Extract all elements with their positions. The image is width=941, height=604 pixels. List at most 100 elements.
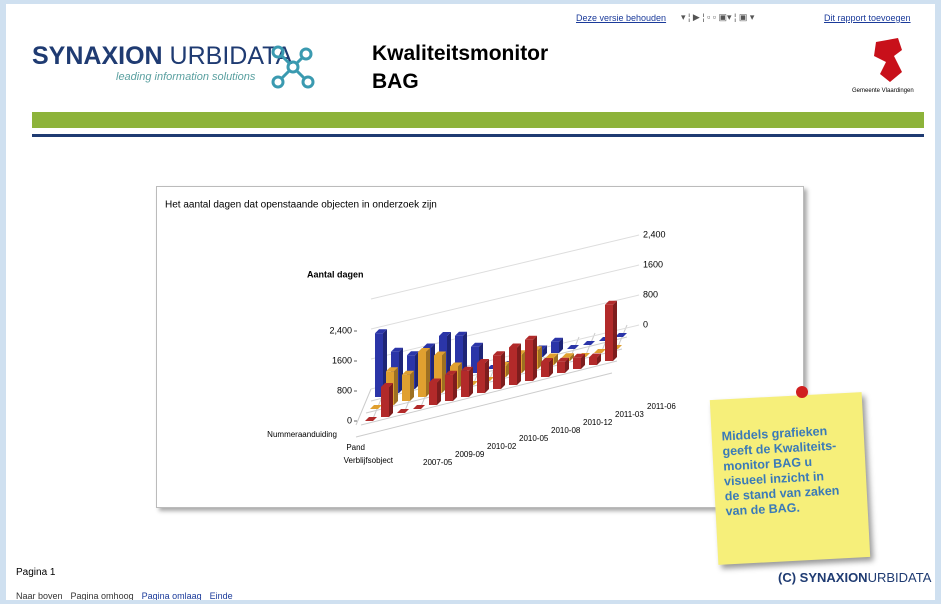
municipality: Gemeente Vlaardingen (852, 88, 914, 94)
bar (605, 301, 617, 361)
y2-tick-label: 1600 (643, 259, 663, 269)
bar-front (509, 348, 517, 386)
bar-side (485, 359, 489, 393)
bar-top (594, 349, 606, 353)
x-tick-label: 2011-03 (615, 410, 644, 419)
y-axis-title: Aantal dagen (307, 269, 364, 279)
y2-tick-label: 800 (643, 289, 658, 299)
bar-front (381, 387, 389, 417)
series-label: Nummeraanduiding (267, 430, 337, 439)
bar-front (493, 355, 501, 389)
nav-bar: Naar boven Pagina omhoog Pagina omlaag Eind… (16, 586, 241, 600)
chart: Het aantal dagen dat openstaande objecte… (157, 187, 803, 507)
bar-front (429, 383, 437, 406)
bar-side (410, 371, 414, 401)
bar (397, 409, 409, 413)
bar-front (605, 305, 613, 361)
bar (509, 344, 521, 386)
y-tick-label: 0 (347, 415, 352, 425)
y-tick-label: 2,400 (329, 325, 352, 335)
blue-line (32, 134, 924, 137)
pin (796, 386, 808, 398)
bar (594, 349, 606, 353)
x-tick-label: 2010-08 (551, 426, 581, 435)
x-tick-label: 2011-06 (647, 402, 676, 411)
bar-top (583, 341, 595, 345)
report-title: KwaliteitsmonitorBAG (372, 40, 548, 96)
bar (589, 354, 601, 366)
logo-name: SYNAXION (32, 42, 163, 70)
bar-front (418, 352, 426, 397)
add-report[interactable]: Dit rapport toevoegen (824, 13, 911, 23)
bar (525, 336, 537, 381)
bar-front (589, 358, 597, 366)
bar-front (525, 340, 533, 381)
footer-logo-name: SYNAXION (800, 570, 868, 585)
bar-front (541, 362, 549, 377)
nav-link[interactable]: Pagina omhoog (71, 591, 134, 600)
title-line: BAG (372, 68, 548, 96)
y2-tick-label: 2,400 (643, 229, 666, 239)
bar (493, 351, 505, 389)
bar (381, 383, 393, 417)
bar-side (453, 371, 457, 401)
bar (551, 338, 563, 353)
bar-side (469, 367, 473, 397)
bar (365, 417, 377, 421)
bar-front (573, 358, 581, 369)
page-number: Pagina 1 (16, 567, 55, 578)
bar-side (613, 301, 617, 361)
grid-line (371, 235, 639, 299)
toolbar-icons: ▾ ¦ ▶ ¦ ▫ ▫ ▣▾ ¦ ▣ ▾ (681, 12, 754, 23)
bar-top (413, 405, 425, 409)
y-tick-label: 1600 (332, 355, 352, 365)
bar (477, 359, 489, 393)
bar-front (445, 375, 453, 401)
x-tick-label: 2010-02 (487, 442, 517, 451)
bar-top (370, 405, 382, 409)
bar (541, 358, 553, 377)
bar (370, 405, 382, 409)
report: Deze versie behouden ▾ ¦ ▶ ¦ ▫ ▫ ▣▾ ¦ ▣ … (6, 4, 935, 600)
grid-line (371, 265, 639, 329)
series-label: Pand (346, 443, 365, 452)
bar-side (394, 367, 398, 405)
bar (429, 379, 441, 406)
bar (402, 371, 414, 401)
logo-tagline: leading information solutions (116, 71, 255, 83)
footer-logo-name2: URBIDATA (868, 570, 932, 585)
sticky-note: Middels grafiekengeeft de Kwaliteits-mon… (710, 392, 870, 565)
y2-tick-label: 0 (643, 319, 648, 329)
x-tick-label: 2009-09 (455, 450, 485, 459)
footer-logo: (C) SYNAXIONURBIDATA (778, 570, 931, 585)
bar-front (477, 363, 485, 393)
page-root: Deze versie behouden ▾ ¦ ▶ ¦ ▫ ▫ ▣▾ ¦ ▣ … (0, 0, 941, 604)
title-line: Kwaliteitsmonitor (372, 40, 548, 68)
crest (868, 36, 908, 86)
bar-front (402, 375, 410, 401)
copyright: (C) (778, 570, 796, 585)
bar (557, 358, 569, 373)
bar-top (397, 409, 409, 413)
nav-link[interactable]: Pagina omlaag (142, 591, 202, 600)
nav-link[interactable]: Einde (210, 591, 233, 600)
bar (583, 341, 595, 345)
bar (413, 405, 425, 409)
bar-side (533, 336, 537, 381)
logo: SYNAXION URBIDATA (32, 42, 292, 71)
bar-side (517, 344, 521, 386)
y-tick-label: 800 (337, 385, 352, 395)
bar (461, 367, 473, 397)
bar-front (551, 342, 559, 353)
nav-link[interactable]: Naar boven (16, 591, 63, 600)
bar (573, 354, 585, 369)
x-tick-label: 2007-05 (423, 458, 453, 467)
bar (567, 345, 579, 349)
bar-top (365, 417, 377, 421)
series-label: Verblijfsobject (344, 456, 394, 465)
x-tick-label: 2010-12 (583, 418, 613, 427)
green-bar (32, 112, 924, 128)
bar-side (389, 383, 393, 417)
keep-version[interactable]: Deze versie behouden (576, 13, 666, 23)
bar-side (501, 351, 505, 389)
